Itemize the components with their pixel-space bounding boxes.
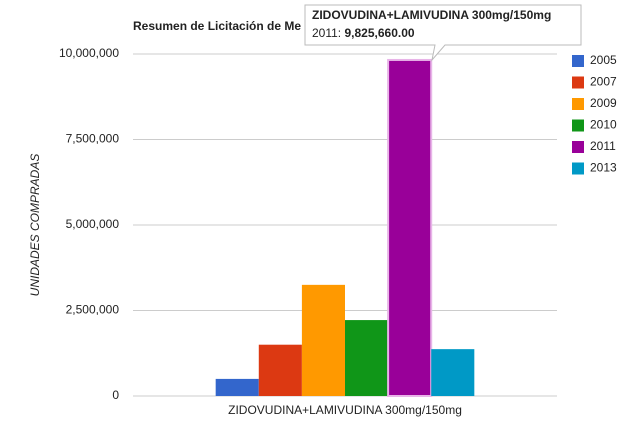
legend-label: 2005	[590, 53, 617, 67]
tooltip: ZIDOVUDINA+LAMIVUDINA 300mg/150mg 2011: …	[304, 4, 582, 62]
tooltip-series: 2011:	[312, 26, 341, 40]
legend-swatch	[572, 98, 584, 110]
bar	[215, 378, 259, 396]
y-tick-label: 2,500,000	[66, 303, 120, 317]
legend-label: 2007	[590, 75, 617, 89]
bar	[258, 344, 302, 396]
y-axis-title: UNIDADES COMPRADAS	[28, 154, 42, 297]
tooltip-label: 2011: 9,825,660.00	[312, 26, 415, 40]
legend-label: 2013	[590, 161, 617, 175]
bar	[431, 349, 475, 396]
legend-label: 2009	[590, 96, 617, 110]
legend-swatch	[572, 119, 584, 132]
legend-label: 2011	[590, 139, 616, 153]
tooltip-title: ZIDOVUDINA+LAMIVUDINA 300mg/150mg	[312, 8, 551, 22]
y-tick-label: 7,500,000	[66, 132, 120, 146]
tooltip-value: 9,825,660.00	[344, 26, 414, 40]
y-tick-label: 5,000,000	[66, 217, 120, 231]
legend-swatch	[572, 55, 584, 67]
bar	[387, 58, 433, 397]
legend-swatch	[572, 76, 584, 89]
tooltip-box	[304, 4, 582, 62]
legend-swatch	[572, 162, 584, 175]
legend-swatch	[572, 141, 584, 153]
legend-label: 2010	[590, 118, 617, 132]
bar	[301, 284, 345, 396]
x-tick-label: ZIDOVUDINA+LAMIVUDINA 300mg/150mg	[228, 403, 462, 417]
bar	[345, 320, 389, 396]
y-tick-label: 10,000,000	[59, 46, 119, 60]
y-tick-label: 0	[112, 388, 119, 402]
chart-title: Resumen de Licitación de Me	[133, 19, 301, 33]
